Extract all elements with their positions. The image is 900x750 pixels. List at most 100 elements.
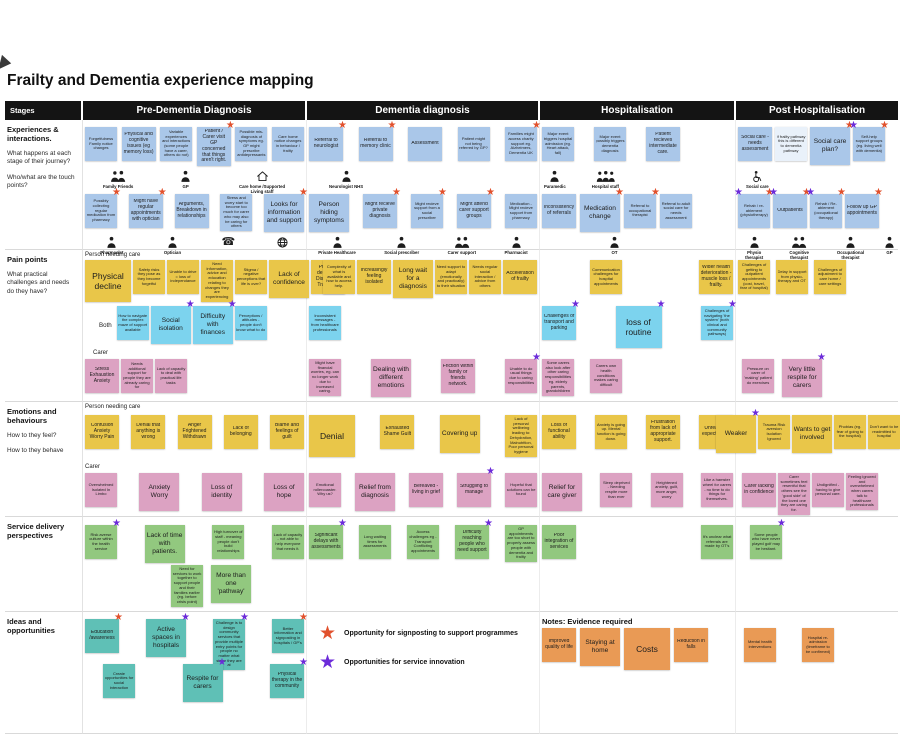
sticky-note[interactable]: Active spaces in hospitals ★ bbox=[146, 613, 190, 657]
sticky-note[interactable]: Better information and signposting in ho… bbox=[272, 613, 308, 653]
sticky-note[interactable]: Might recieve private diagnosis ★ bbox=[363, 188, 401, 228]
sticky-note[interactable]: Carer sometimes feel resentful that othe… bbox=[778, 473, 810, 515]
sticky-note[interactable]: Very little respite for carers ★ bbox=[782, 353, 826, 397]
sticky-note[interactable]: Dealing with different emotions bbox=[371, 359, 411, 397]
sticky-note[interactable]: Struggling to manage ★ bbox=[457, 467, 495, 507]
pharmacist-icon[interactable]: Pharmacist bbox=[100, 236, 123, 255]
gp-icon[interactable]: GP bbox=[883, 236, 896, 255]
globe-icon[interactable] bbox=[276, 236, 289, 249]
sticky-note[interactable]: Families might access charity support eg… bbox=[505, 121, 541, 161]
sticky-note[interactable]: Difficulty with finances ★ bbox=[192, 300, 237, 344]
sticky-note[interactable]: Mental health interventions bbox=[744, 628, 776, 662]
sticky-note[interactable]: Major event triggers hospital admission … bbox=[542, 127, 574, 161]
sticky-note[interactable]: Denial that anything is wrong bbox=[131, 415, 166, 449]
occupational-therapist-icon[interactable]: Occupational therapist bbox=[828, 236, 873, 261]
sticky-note[interactable]: Acceleration of frailty bbox=[503, 260, 537, 294]
sticky-note[interactable]: Referral to memory clinic ★ bbox=[358, 121, 397, 161]
sticky-note[interactable]: Safety risks they pose as they become fo… bbox=[133, 260, 165, 294]
sticky-note[interactable]: Significant delays with assessments ★ bbox=[309, 519, 347, 559]
sticky-note[interactable]: Exhausted Shame Guilt bbox=[380, 415, 415, 449]
sticky-note[interactable]: Frustration from lack of appropriate sup… bbox=[646, 415, 680, 449]
sticky-note[interactable]: Rehab / Re-ablement (occupational therap… bbox=[806, 188, 846, 228]
sticky-note[interactable]: Stress Exhaustion Anxiety bbox=[85, 359, 119, 393]
sticky-note[interactable]: Perceptions / attitudes - people don't k… bbox=[234, 306, 267, 340]
private-healthcare-icon[interactable]: Private Healthcare bbox=[318, 236, 356, 255]
sticky-note[interactable]: Person hiding symptoms bbox=[309, 194, 349, 232]
sticky-note[interactable]: Arguments, Breakdown in relationships bbox=[174, 194, 209, 228]
sticky-note[interactable]: Communication challenges for hospital ap… bbox=[590, 260, 622, 294]
sticky-note[interactable]: Major event possibly triggers dementia d… bbox=[594, 127, 626, 161]
sticky-note[interactable]: Need information, advice and education r… bbox=[201, 260, 233, 302]
sticky-note[interactable]: Stigma / negative perceptions that life … bbox=[235, 260, 267, 294]
sticky-note[interactable]: Medication - Might recieve support from … bbox=[505, 194, 537, 228]
sticky-note[interactable]: Rehab / re-ablement (physiotherapy) ★ ★ bbox=[734, 188, 774, 228]
sticky-note[interactable]: Blame and feelings of guilt bbox=[270, 415, 304, 449]
sticky-note[interactable]: Care home notice changes in behaviour / … bbox=[271, 127, 304, 161]
sticky-note[interactable]: Patient / Carer visit GP concerned that … bbox=[196, 121, 235, 167]
sticky-note[interactable]: Physical and cognitive issues (eg memory… bbox=[121, 127, 156, 161]
sticky-note[interactable]: Relief for care giver bbox=[542, 473, 582, 511]
optician-icon[interactable]: Optician bbox=[164, 236, 181, 255]
sticky-note[interactable]: Feeling ignored and overwhelmed when car… bbox=[846, 473, 878, 511]
sticky-note[interactable]: Carers own health conditions makes carin… bbox=[590, 359, 622, 393]
sticky-note[interactable]: Forgetfulness Family notice changes bbox=[85, 127, 117, 161]
paramedic-icon[interactable]: Paramedic bbox=[544, 170, 566, 189]
sticky-note[interactable]: Lack of personal wellbeing leading to: D… bbox=[504, 415, 537, 457]
sticky-note[interactable]: Some people who have never played golf m… bbox=[750, 519, 786, 559]
sticky-note[interactable]: Improved quality of life bbox=[542, 628, 576, 662]
sticky-note[interactable]: Complexity of what is available and how … bbox=[323, 260, 355, 294]
sticky-note[interactable]: Challenges of getting to outpatient appo… bbox=[738, 260, 770, 294]
sticky-note[interactable]: Loss of identity bbox=[201, 473, 242, 511]
sticky-note[interactable]: Outpatients ★ ★ bbox=[769, 188, 811, 228]
sticky-note[interactable]: Inconsistent messages - from healthcare … bbox=[309, 306, 341, 340]
sticky-note[interactable]: Unable to do usual things due to caring … bbox=[505, 353, 541, 393]
family-friends-icon[interactable]: Family Friends bbox=[103, 170, 133, 189]
sticky-note[interactable]: Referral to neurologist ★ bbox=[309, 121, 347, 161]
social-care-icon[interactable]: Social care bbox=[746, 170, 769, 189]
sticky-note[interactable]: Sleep deprived - Needing respite more th… bbox=[600, 473, 633, 507]
sticky-note[interactable]: Might recieve support from a social pres… bbox=[411, 188, 447, 228]
sticky-note[interactable]: Costs bbox=[624, 628, 670, 670]
sticky-note[interactable]: Respite for carers ★ bbox=[182, 658, 227, 702]
sticky-note[interactable]: Pressure on carer of 'making' patient do… bbox=[742, 359, 774, 393]
sticky-note[interactable]: Challenges of navigating 'the system' (b… bbox=[701, 300, 737, 340]
hospital-staff-icon[interactable]: Hospital staff bbox=[592, 170, 619, 189]
sticky-note[interactable]: loss of routine ★ bbox=[615, 300, 666, 348]
sticky-note[interactable]: Social care - needs assessment bbox=[738, 127, 772, 161]
sticky-note[interactable]: How to navigate the complex maze of supp… bbox=[116, 306, 149, 340]
sticky-note[interactable]: Lack of capacity to deal with practical … bbox=[155, 359, 187, 393]
sticky-note[interactable]: Overwhelmed Isolated In Limbo bbox=[85, 473, 117, 507]
pharmacist-icon[interactable]: Pharmacist bbox=[505, 236, 528, 255]
sticky-note[interactable]: High turnover of staff - meaning people … bbox=[212, 525, 245, 559]
sticky-note[interactable]: Education /awareness ★ bbox=[85, 613, 123, 653]
sticky-note[interactable]: Denial bbox=[309, 415, 355, 457]
sticky-note[interactable]: Loss of hope bbox=[263, 473, 304, 511]
care-home-supported-living-staff-icon[interactable]: Care home /Supported Living staff bbox=[238, 170, 286, 195]
sticky-note[interactable]: Heightened anxiety, guilt, more anger, w… bbox=[650, 473, 683, 507]
gp-icon[interactable]: GP bbox=[179, 170, 192, 189]
sticky-note[interactable]: Staying at home bbox=[580, 628, 620, 666]
sticky-note[interactable]: Wants to get involved bbox=[792, 415, 832, 453]
sticky-note[interactable]: Weaker ★ bbox=[716, 409, 760, 453]
sticky-note[interactable]: Undignified - having to give personal ca… bbox=[812, 473, 844, 507]
sticky-note[interactable]: Bereaved - living in grief bbox=[409, 473, 443, 507]
sticky-note[interactable]: Stress and worry start to become too muc… bbox=[220, 194, 253, 232]
sticky-note[interactable]: Needs additional support for people they… bbox=[121, 359, 153, 393]
sticky-note[interactable]: Variable experiences and interactions (s… bbox=[160, 127, 193, 161]
sticky-note[interactable]: Need support to adapt (emotionally and p… bbox=[435, 260, 467, 294]
sticky-note[interactable]: Reduction in falls bbox=[674, 628, 708, 662]
sticky-note[interactable]: Possibly collecting regular medication f… bbox=[85, 188, 121, 228]
sticky-note[interactable]: Difficulty reaching people who need supp… bbox=[455, 519, 493, 559]
sticky-note[interactable]: Social care plan? ★ bbox=[810, 121, 854, 165]
sticky-note[interactable]: Inconsistency of referrals bbox=[542, 194, 576, 228]
sticky-note[interactable]: Challenges of adjustment to care home / … bbox=[814, 260, 846, 294]
sticky-note[interactable]: Relief from diagnosis bbox=[355, 473, 395, 511]
sticky-note[interactable]: Covering up bbox=[439, 415, 480, 453]
cognitive-therapist-icon[interactable]: Cognitive therapist bbox=[780, 236, 818, 261]
sticky-note[interactable]: Might attend carer support groups ★ bbox=[457, 188, 495, 228]
sticky-note[interactable]: Trauma Risk aversion Isolation Ignored bbox=[758, 415, 790, 449]
sticky-note[interactable]: Increasingly feeling isolated bbox=[357, 260, 391, 294]
sticky-note[interactable]: Hopeful that solutions can be found bbox=[505, 473, 537, 507]
journey-map-canvas[interactable]: Stages Pre-Dementia Diagnosis Dementia dia… bbox=[5, 101, 900, 734]
sticky-note[interactable]: Emotional rollercoaster. Why us? bbox=[309, 473, 341, 507]
